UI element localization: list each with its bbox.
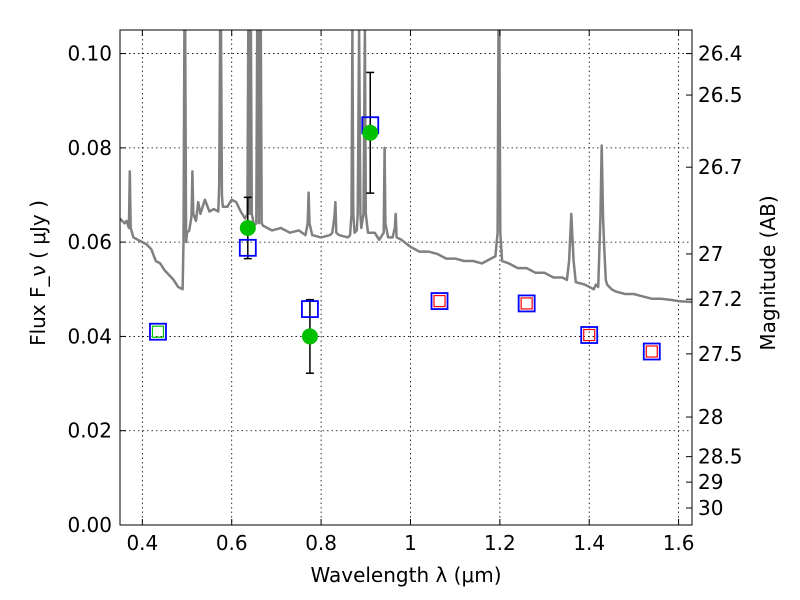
right-tick-label: 26.7 xyxy=(698,155,743,179)
synthetic-square-marker xyxy=(584,330,595,341)
x-tick-label: 0.8 xyxy=(305,531,337,555)
right-tick-label: 28.5 xyxy=(698,445,743,469)
synthetic-square-marker xyxy=(434,296,445,307)
x-tick-label: 0.4 xyxy=(126,531,158,555)
y-tick-label: 0.02 xyxy=(67,419,112,443)
right-axis-label: Magnitude (AB) xyxy=(756,195,780,350)
spectrum-line xyxy=(120,30,692,302)
right-tick-label: 27 xyxy=(698,242,723,266)
y-tick-label: 0.00 xyxy=(67,513,112,537)
sed-chart: 0.4 0.6 0.8 1 1.2 1.4 1.6 0.00 0.02 0.04 0.06 0.08… xyxy=(0,0,800,600)
observed-point xyxy=(302,329,317,344)
synthetic-square-marker xyxy=(646,346,657,357)
right-tick-label: 26.4 xyxy=(698,42,743,66)
x-tick-label: 1 xyxy=(404,531,417,555)
x-tick-label: 0.6 xyxy=(216,531,248,555)
y-axis-ticks: 0.00 0.02 0.04 0.06 0.08 0.10 xyxy=(67,42,126,537)
synthetic-square-marker xyxy=(152,326,163,337)
x-tick-label: 1.4 xyxy=(573,531,605,555)
right-tick-label: 26.5 xyxy=(698,83,743,107)
y-tick-label: 0.06 xyxy=(67,230,112,254)
y-tick-label: 0.08 xyxy=(67,136,112,160)
right-tick-label: 28 xyxy=(698,405,723,429)
x-tick-label: 1.2 xyxy=(484,531,516,555)
right-tick-label: 30 xyxy=(698,496,723,520)
x-axis-label: Wavelength λ (μm) xyxy=(310,563,501,587)
x-tick-label: 1.6 xyxy=(663,531,695,555)
observed-point xyxy=(240,221,255,236)
observed-point xyxy=(363,125,378,140)
right-tick-label: 27.2 xyxy=(698,287,743,311)
right-tick-label: 29 xyxy=(698,470,723,494)
y-axis-label: Flux F_ν ( μJy ) xyxy=(26,200,50,346)
right-tick-label: 27.5 xyxy=(698,342,743,366)
y-tick-label: 0.04 xyxy=(67,324,112,348)
synthetic-square-marker xyxy=(521,298,532,309)
plot-area xyxy=(120,30,692,373)
y-tick-label: 0.10 xyxy=(67,42,112,66)
